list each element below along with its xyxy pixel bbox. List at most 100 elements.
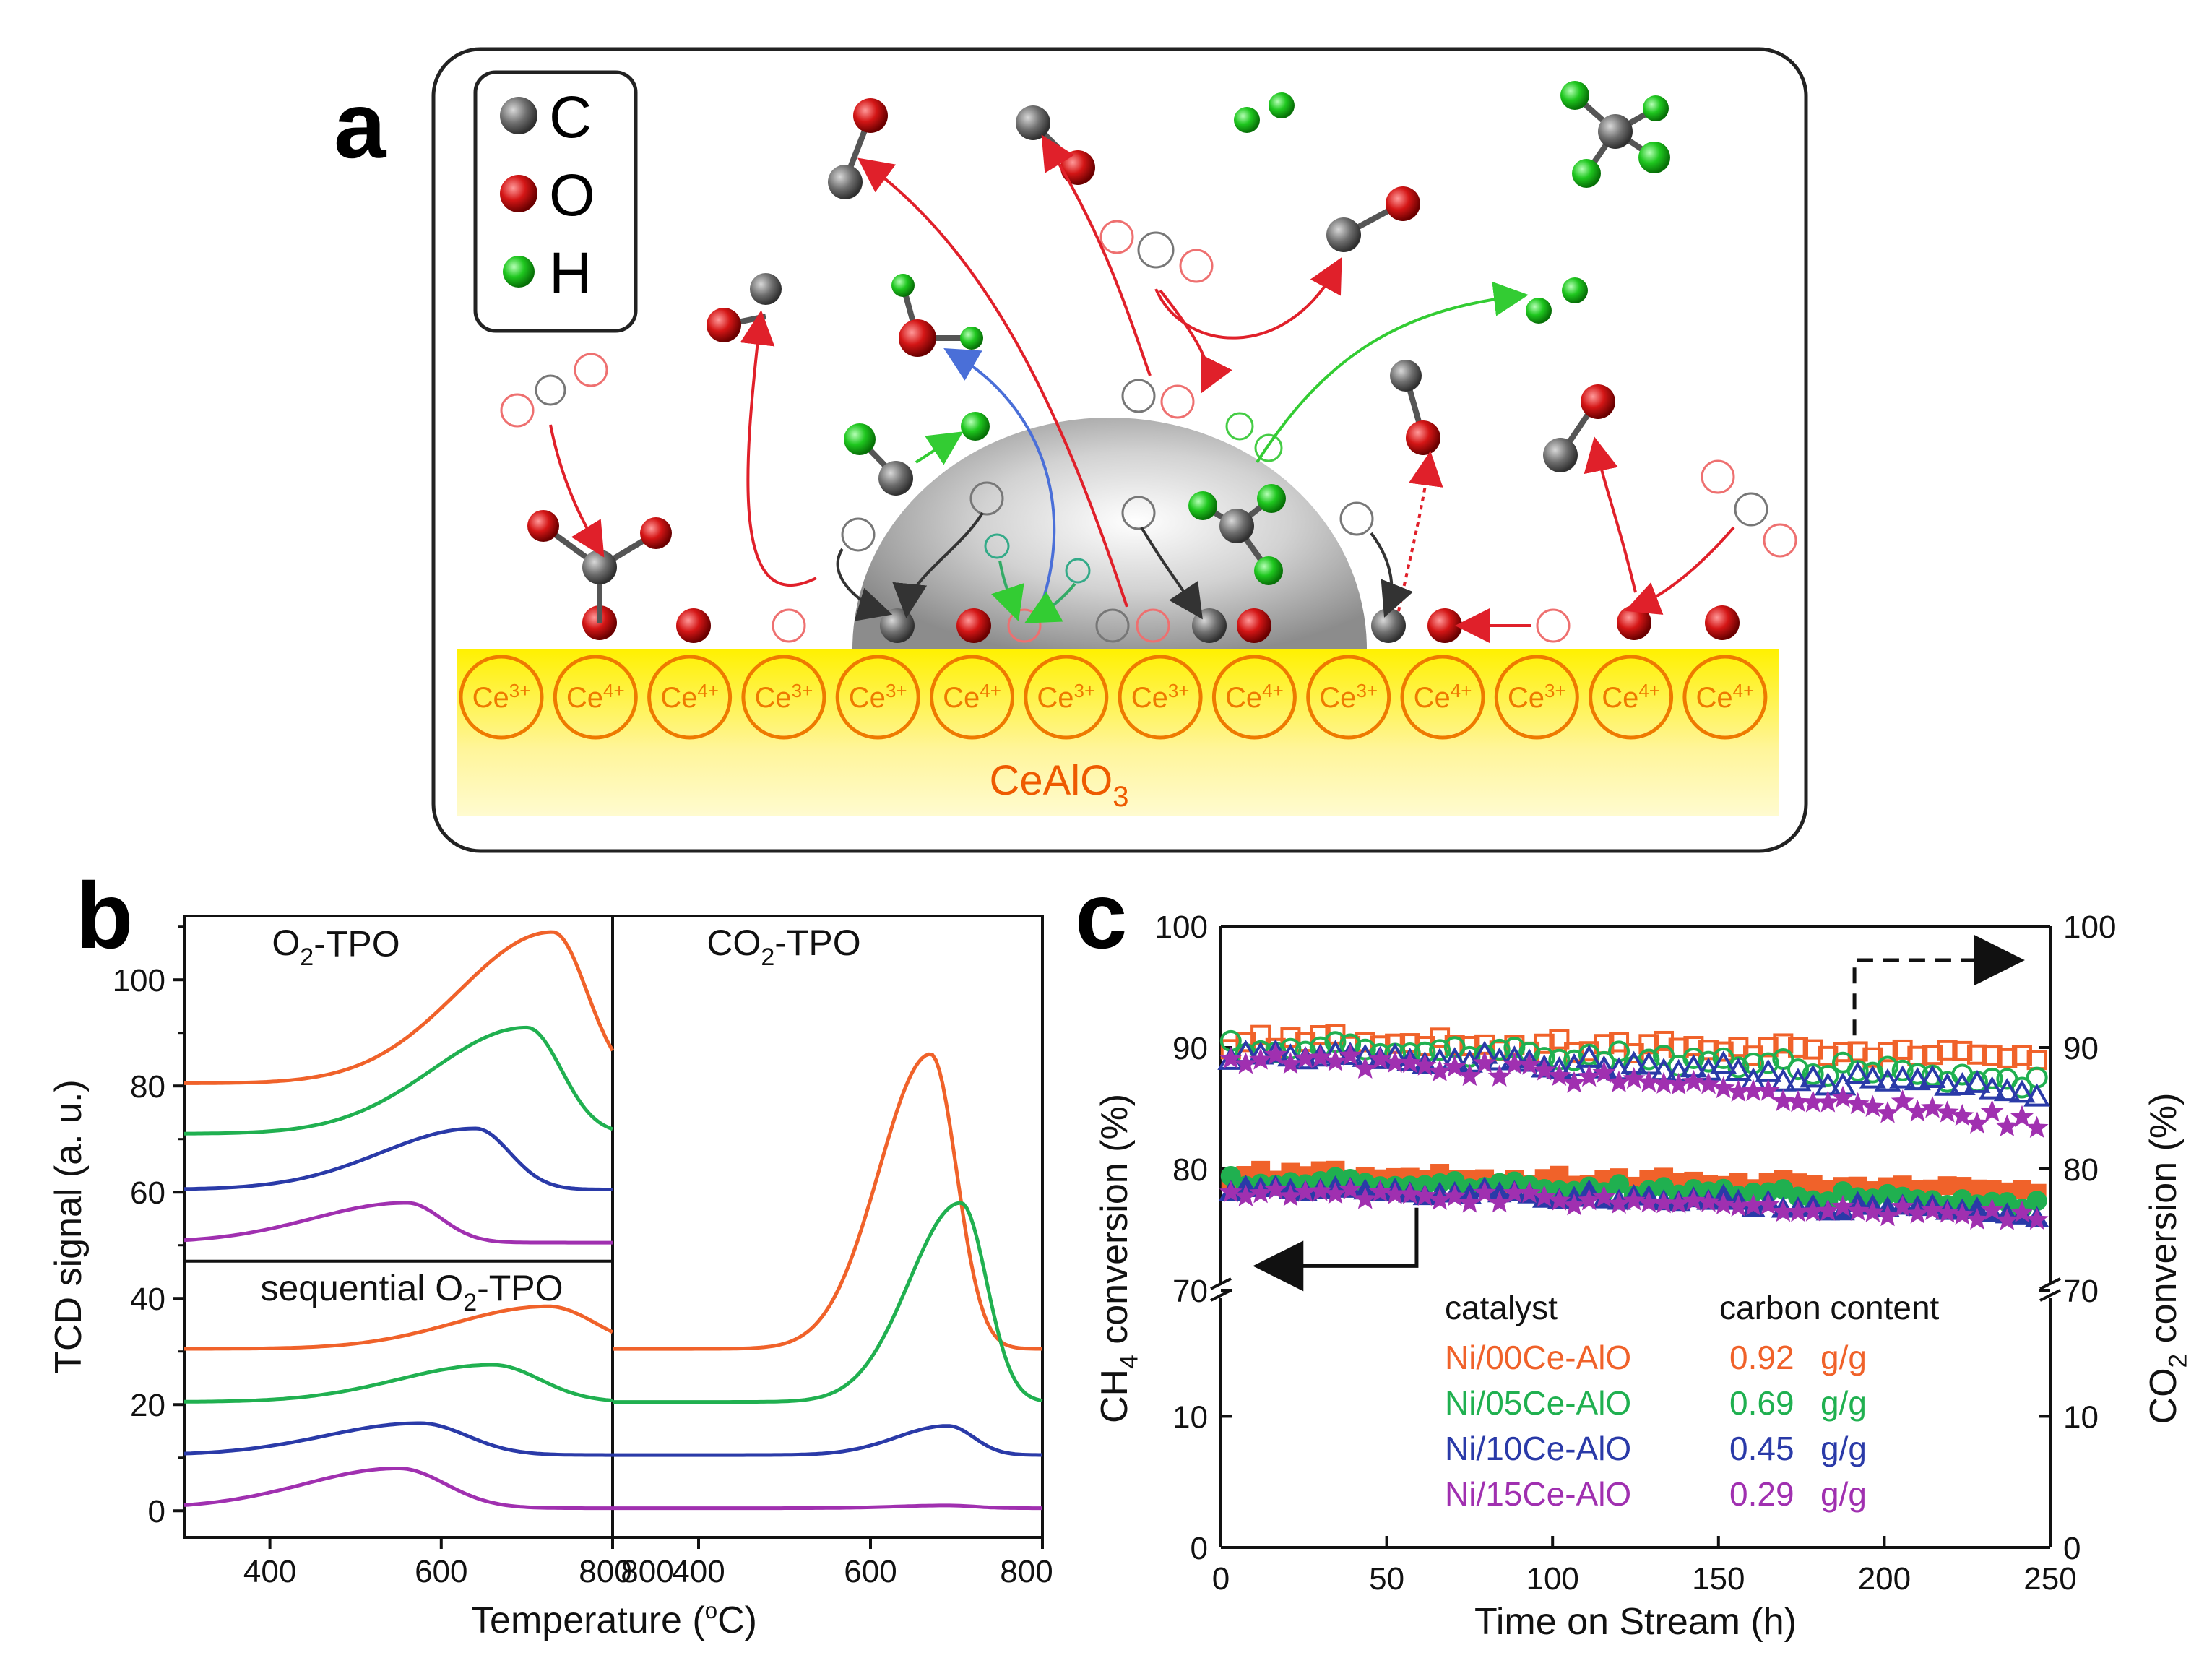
ce-ion-label: Ce4+ xyxy=(1696,680,1755,714)
co2-point-1 xyxy=(1757,1052,1779,1074)
co2-point-3 xyxy=(1697,1072,1720,1094)
ch4-point-3 xyxy=(1682,1188,1706,1211)
co2-point-3 xyxy=(1339,1043,1362,1066)
co2-point-3 xyxy=(1607,1070,1631,1092)
co2-point-0 xyxy=(1966,1044,1987,1065)
ce-ion-charge: 4+ xyxy=(1733,680,1755,701)
y-tick-label: 80 xyxy=(130,1069,165,1105)
co2-point-2 xyxy=(2008,1079,2036,1103)
ce-ion-label: Ce3+ xyxy=(1319,680,1378,714)
ce-ion-ring xyxy=(553,655,638,740)
ce-ion-label: Ce4+ xyxy=(943,680,1001,714)
ch4-point-3 xyxy=(1935,1201,1959,1223)
right-y-tick-label: 70 xyxy=(2063,1274,2099,1309)
carbon-atom-icon xyxy=(582,550,617,584)
oxygen-atom-icon xyxy=(1427,608,1462,643)
co2-tpo-curve-3 xyxy=(613,1503,1042,1511)
carbonate-species xyxy=(527,510,672,623)
h2-molecule xyxy=(1526,277,1588,324)
ch3-species xyxy=(1188,484,1286,585)
ch4-point-3 xyxy=(1831,1194,1854,1217)
ce-ion-symbol: Ce xyxy=(1414,682,1451,714)
co2-point-0 xyxy=(1802,1039,1823,1060)
label-part: CO xyxy=(707,923,761,963)
legend-carbon-unit: g/g xyxy=(1820,1384,1867,1422)
ce-ion-label: Ce3+ xyxy=(849,680,907,714)
gas-molecules xyxy=(707,81,1670,585)
oxygen-atom-icon xyxy=(676,608,711,643)
y-axis-label: TCD signal (a. u.) xyxy=(48,1079,90,1373)
panel-a: a C O H Ce3+ Ce4+ Ce4+ Ce3+ Ce3+ Ce4+ Ce3+ Ce3+… xyxy=(334,47,1808,853)
co2-point-2 xyxy=(1904,1067,1931,1091)
oxygen-atom-icon xyxy=(1617,605,1651,640)
co2-point-3 xyxy=(1846,1092,1870,1115)
co2-point-3 xyxy=(1368,1047,1392,1070)
ch4-point-3 xyxy=(1980,1198,2004,1220)
ch4-point-3 xyxy=(1413,1183,1437,1206)
ch4-point-3 xyxy=(2010,1200,2034,1223)
x-axis-label: Temperature (oC) xyxy=(471,1598,757,1641)
ce-ion-ring xyxy=(459,655,544,740)
co2-point-3 xyxy=(1876,1101,1899,1123)
panel-label-c: c xyxy=(1075,863,1127,968)
co2-point-2 xyxy=(1889,1065,1917,1089)
ch4-point-3 xyxy=(2025,1207,2049,1230)
ce-ion-label: Ce3+ xyxy=(472,680,531,714)
oxygen-atom-icon xyxy=(527,510,559,542)
ce-ion-symbol: Ce xyxy=(566,682,603,714)
x-tick-label: 800 xyxy=(621,1554,673,1589)
co2-point-3 xyxy=(1458,1063,1482,1087)
legend-oxygen-label: O xyxy=(549,163,595,228)
left-y-tick-label: 90 xyxy=(1172,1031,1208,1066)
right-y-tick-label: 90 xyxy=(2063,1031,2099,1066)
vacancy-markers xyxy=(500,220,1797,643)
x-axis-label: Time on Stream (h) xyxy=(1474,1601,1797,1643)
oxygen-atom-icon xyxy=(640,517,672,549)
ch4-point-3 xyxy=(1532,1185,1556,1207)
tpo-curve-bottom-3 xyxy=(183,1467,613,1511)
label-part: -TPO xyxy=(314,924,399,964)
carbon-atom-icon xyxy=(880,608,915,643)
ce-ion-label: Ce4+ xyxy=(566,680,625,714)
co2-axis-arrow xyxy=(1852,935,2025,1036)
ce-ion-ring xyxy=(1211,655,1297,740)
ch4-point-3 xyxy=(1891,1194,1914,1217)
co2-point-1 xyxy=(1682,1047,1705,1069)
ce-ion-symbol: Ce xyxy=(1037,682,1073,714)
co2-point-0 xyxy=(1892,1039,1913,1060)
ch4-point-3 xyxy=(1921,1198,1944,1221)
co2-point-2 xyxy=(1859,1065,1886,1089)
co2-point-3 xyxy=(1249,1048,1273,1070)
co2-point-2 xyxy=(1874,1068,1901,1092)
co2-point-1 xyxy=(1876,1055,1898,1078)
tpo-curve-bottom-0 xyxy=(184,1304,614,1351)
right-y-tick-label: 80 xyxy=(2063,1152,2099,1188)
ce-ion-label: Ce4+ xyxy=(1602,680,1660,714)
co2-point-3 xyxy=(1831,1085,1854,1108)
co2-point-2 xyxy=(1934,1072,1961,1096)
co2-point-2 xyxy=(1710,1050,1737,1074)
axis-break-mark xyxy=(1210,1277,1232,1290)
co2-point-3 xyxy=(1711,1076,1735,1099)
co2-point-0 xyxy=(1982,1045,2003,1066)
co2-point-0 xyxy=(1609,1032,1630,1053)
x-tick-label: 150 xyxy=(1692,1561,1745,1597)
ce-ion-symbol: Ce xyxy=(1225,682,1262,714)
x-tick-label: 800 xyxy=(1000,1554,1053,1589)
co2-point-0 xyxy=(1952,1040,1973,1061)
ce-ion-label: Ce4+ xyxy=(1414,680,1472,714)
ch4-point-3 xyxy=(1249,1181,1273,1204)
right-y-axis-label: CO2 conversion (%) xyxy=(2143,1093,2192,1425)
ch4-point-3 xyxy=(1995,1208,2019,1230)
co2-point-3 xyxy=(1219,1046,1243,1069)
ch4-point-3 xyxy=(1443,1184,1466,1206)
ce-ion-charge: 3+ xyxy=(1356,680,1378,701)
co2-point-3 xyxy=(1518,1053,1542,1075)
ch4-point-3 xyxy=(1697,1190,1720,1212)
ch4-point-3 xyxy=(1487,1191,1511,1213)
axis-break-mark xyxy=(1210,1289,1232,1302)
ce-ion-ring xyxy=(1118,655,1203,740)
label-part: Temperature ( xyxy=(471,1599,705,1641)
